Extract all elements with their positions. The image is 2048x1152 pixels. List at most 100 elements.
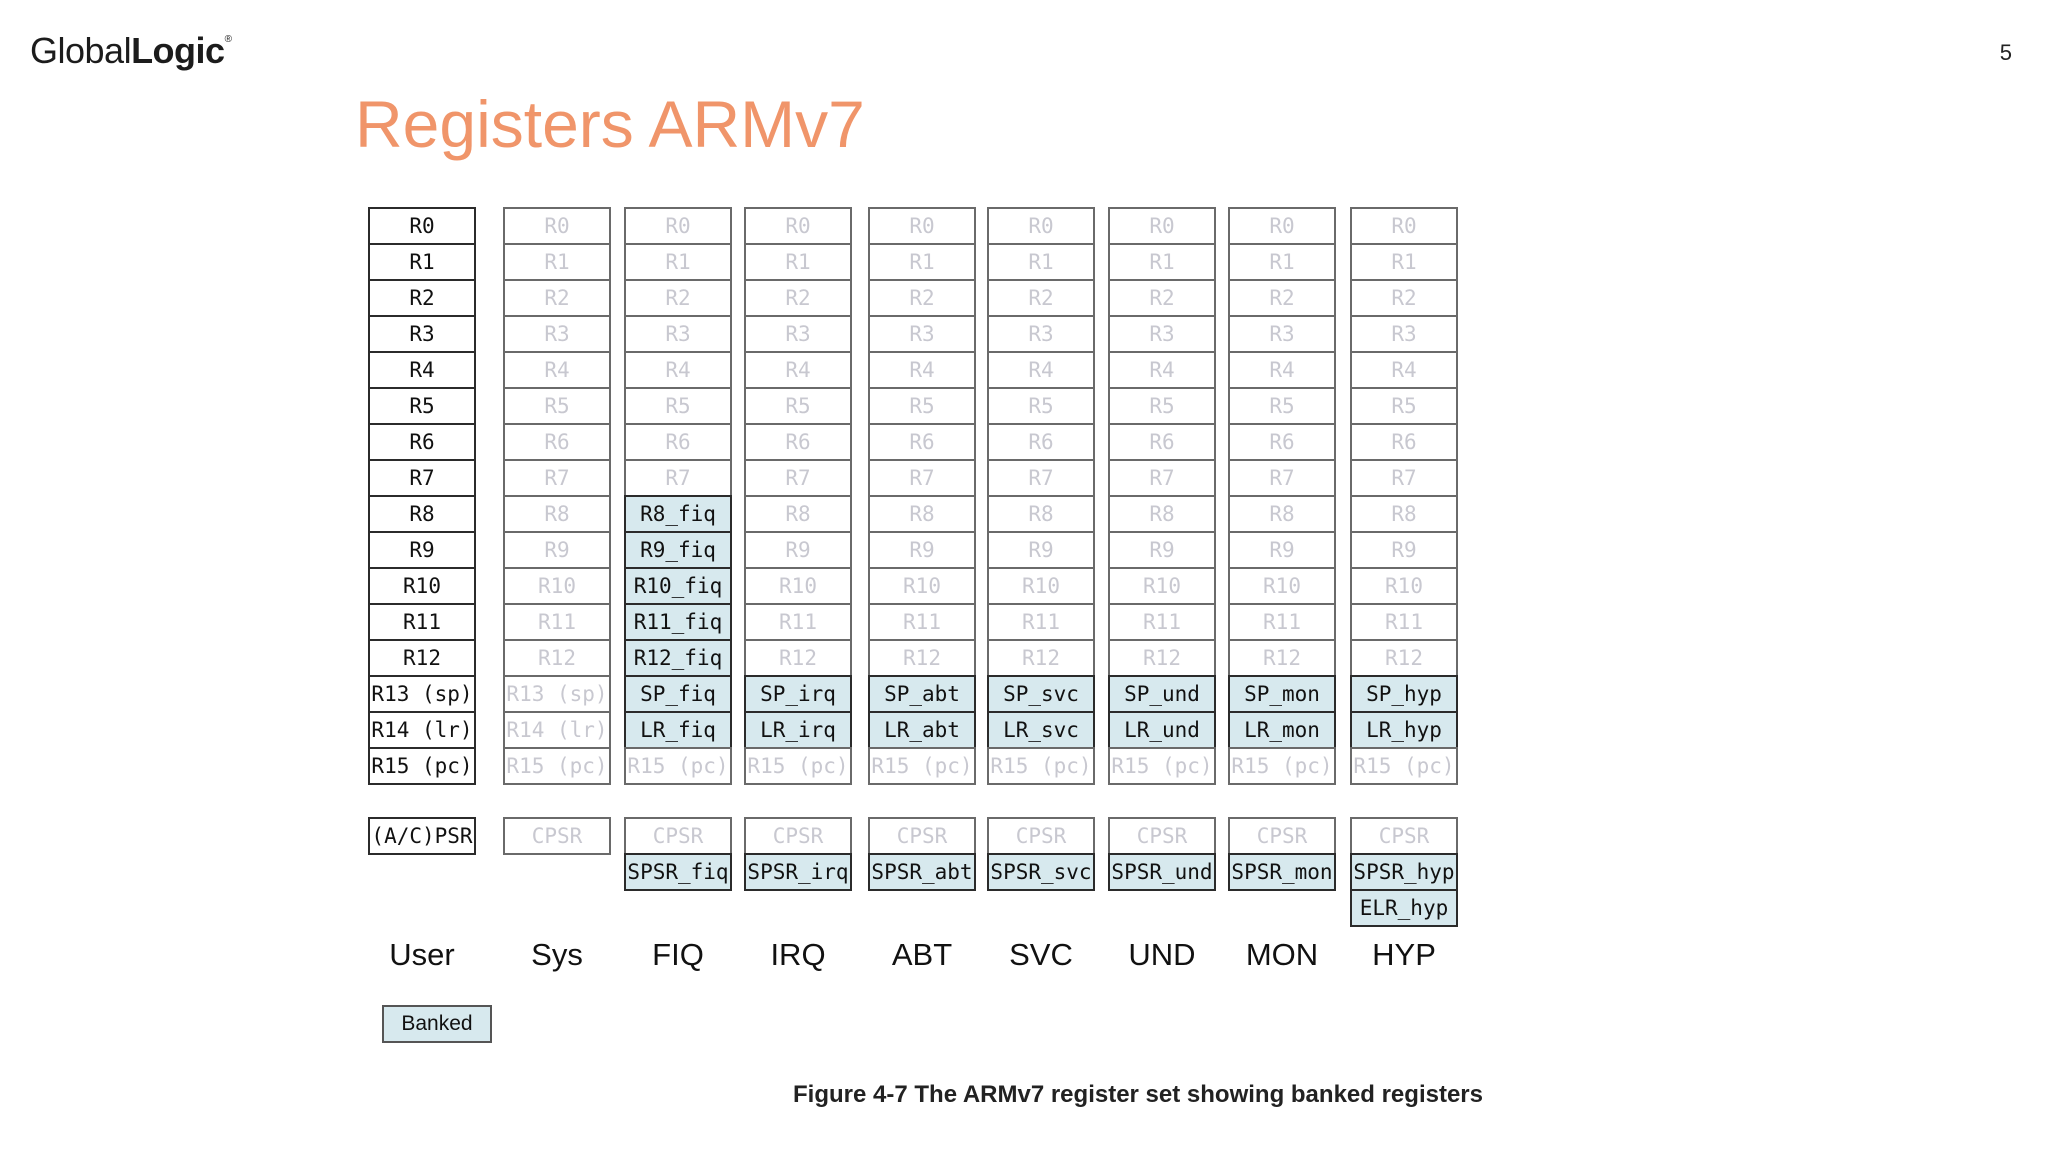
register-cell: SP_irq (744, 675, 852, 713)
status-register-cell: CPSR (1228, 817, 1336, 855)
register-cell: R2 (368, 279, 476, 317)
register-cell: R15 (pc) (1108, 747, 1216, 785)
register-cell: SP_fiq (624, 675, 732, 713)
page-number: 5 (1999, 40, 2012, 65)
register-cell: R5 (744, 387, 852, 425)
register-cell: R3 (1108, 315, 1216, 353)
register-cell: R9 (1350, 531, 1458, 569)
register-cell: R3 (987, 315, 1095, 353)
register-cell: R11_fiq (624, 603, 732, 641)
register-cell: LR_irq (744, 711, 852, 749)
register-cell: R15 (pc) (503, 747, 611, 785)
register-cell: R10 (1350, 567, 1458, 605)
register-cell: R6 (503, 423, 611, 461)
register-cell: R9 (503, 531, 611, 569)
register-cell: R9 (1228, 531, 1336, 569)
register-cell: R7 (1228, 459, 1336, 497)
register-cell: R0 (987, 207, 1095, 245)
register-cell: R4 (1108, 351, 1216, 389)
register-cell: R1 (503, 243, 611, 281)
status-register-cell: CPSR (868, 817, 976, 855)
register-cell: R11 (1228, 603, 1336, 641)
register-cell: R11 (1350, 603, 1458, 641)
status-register-cell: SPSR_irq (744, 853, 852, 891)
register-cell: LR_hyp (1350, 711, 1458, 749)
status-register-cell: SPSR_fiq (624, 853, 732, 891)
register-cell: R2 (1350, 279, 1458, 317)
register-cell: R10 (987, 567, 1095, 605)
register-cell: R15 (pc) (987, 747, 1095, 785)
register-cell: SP_hyp (1350, 675, 1458, 713)
register-cell: R8 (1108, 495, 1216, 533)
register-cell: R10 (503, 567, 611, 605)
register-cell: R6 (744, 423, 852, 461)
register-cell: R12 (1228, 639, 1336, 677)
mode-label: FIQ (652, 937, 704, 972)
register-cell: R9 (744, 531, 852, 569)
status-register-cell: SPSR_mon (1228, 853, 1336, 891)
register-cell: R4 (1228, 351, 1336, 389)
logo-trademark: ® (224, 34, 232, 45)
register-cell: R12 (368, 639, 476, 677)
mode-label: HYP (1372, 937, 1436, 972)
register-cell: R5 (1108, 387, 1216, 425)
register-cell: R15 (pc) (1228, 747, 1336, 785)
register-cell: R2 (503, 279, 611, 317)
slide-title: Registers ARMv7 (355, 87, 865, 161)
register-cell: R7 (987, 459, 1095, 497)
register-cell: R12_fiq (624, 639, 732, 677)
register-cell: R15 (pc) (868, 747, 976, 785)
register-cell: R3 (1228, 315, 1336, 353)
register-cell: LR_fiq (624, 711, 732, 749)
register-cell: R5 (987, 387, 1095, 425)
status-register-cell: SPSR_abt (868, 853, 976, 891)
register-cell: R12 (503, 639, 611, 677)
register-cell: R4 (987, 351, 1095, 389)
mode-label: MON (1245, 937, 1319, 972)
register-cell: R7 (744, 459, 852, 497)
register-cell: R9_fiq (624, 531, 732, 569)
register-cell: R0 (503, 207, 611, 245)
register-cell: R11 (868, 603, 976, 641)
register-cell: R2 (868, 279, 976, 317)
register-cell: R4 (744, 351, 852, 389)
register-cell: R6 (1228, 423, 1336, 461)
legend-banked: Banked (382, 1005, 492, 1043)
register-cell: R0 (744, 207, 852, 245)
register-cell: R11 (1108, 603, 1216, 641)
register-cell: R10 (1228, 567, 1336, 605)
register-cell: R12 (744, 639, 852, 677)
figure-caption: Figure 4-7 The ARMv7 register set showin… (793, 1081, 1483, 1108)
register-cell: R0 (368, 207, 476, 245)
register-cell: R3 (744, 315, 852, 353)
register-cell: R4 (624, 351, 732, 389)
register-cell: R10 (744, 567, 852, 605)
register-cell: R5 (1350, 387, 1458, 425)
register-cell: R9 (1108, 531, 1216, 569)
register-cell: R13 (sp) (503, 675, 611, 713)
register-cell: R4 (503, 351, 611, 389)
register-cell: R1 (624, 243, 732, 281)
register-cell: R8 (987, 495, 1095, 533)
register-cell: R3 (503, 315, 611, 353)
register-cell: R6 (624, 423, 732, 461)
register-cell: R6 (868, 423, 976, 461)
mode-label: UND (1128, 937, 1196, 972)
register-cell: R9 (987, 531, 1095, 569)
register-cell: R4 (368, 351, 476, 389)
register-cell: R1 (868, 243, 976, 281)
register-cell: R6 (1108, 423, 1216, 461)
mode-label: IRQ (770, 937, 826, 972)
register-cell: R0 (868, 207, 976, 245)
register-cell: R12 (1108, 639, 1216, 677)
globallogic-logo: GlobalLogic® (30, 30, 232, 72)
register-cell: R7 (868, 459, 976, 497)
register-cell: R8 (868, 495, 976, 533)
register-cell: LR_und (1108, 711, 1216, 749)
mode-label: User (389, 937, 455, 972)
register-cell: R2 (987, 279, 1095, 317)
register-cell: R2 (1108, 279, 1216, 317)
status-register-cell: SPSR_hyp (1350, 853, 1458, 891)
register-cell: LR_mon (1228, 711, 1336, 749)
register-cell: R6 (1350, 423, 1458, 461)
